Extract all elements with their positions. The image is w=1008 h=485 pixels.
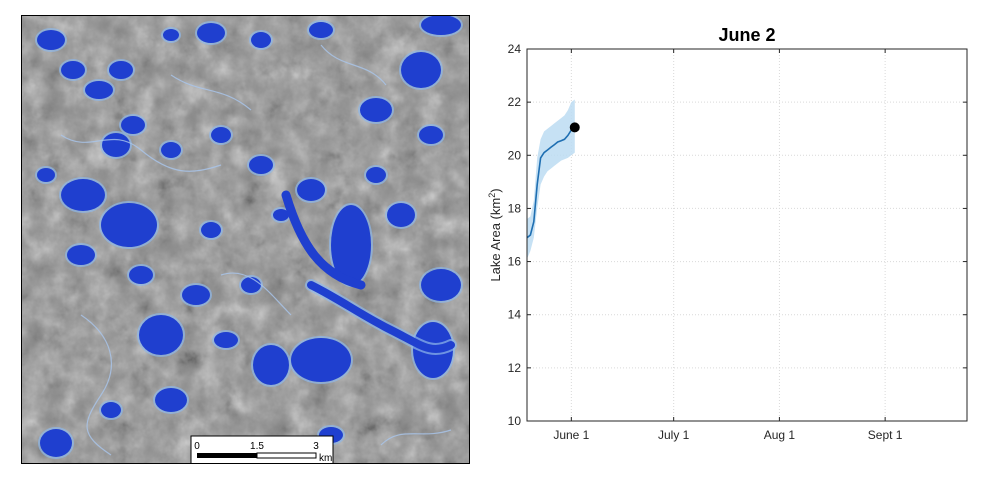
streams	[60, 44, 452, 456]
current-point	[569, 122, 580, 133]
current-point-marker	[569, 122, 580, 133]
scale-bar-white-segment	[256, 452, 317, 459]
uncertainty-band	[527, 99, 575, 259]
scale-unit: km	[319, 453, 332, 464]
plot-frame	[526, 48, 968, 422]
chart-svg: June 2 10 12 14 16 18 20 22 24 June 1 July 1 Aug …	[487, 25, 968, 442]
scale-bar-black-segment	[197, 453, 257, 458]
series-line	[526, 126, 576, 239]
y-tick-label: 24	[508, 42, 522, 56]
lake-area-chart: June 2 10 12 14 16 18 20 22 24 June 1 July 1 Aug …	[480, 0, 1000, 480]
chart-grid	[527, 48, 967, 422]
y-axis-ticks: 10 12 14 16 18 20 22 24	[508, 42, 967, 428]
y-tick-label: 10	[508, 414, 522, 428]
lake-area-line	[526, 126, 576, 239]
scale-tick-0: 0	[194, 441, 200, 452]
x-axis-ticks: June 1 July 1 Aug 1 Sept 1	[553, 49, 903, 442]
scale-tick-2: 3	[313, 441, 319, 452]
y-tick-label: 16	[508, 255, 522, 269]
lake-map-image: 0 1.5 3 km	[21, 13, 470, 465]
y-tick-label: 22	[508, 95, 522, 109]
y-tick-label: 20	[508, 148, 522, 162]
chart-title: June 2	[718, 25, 775, 45]
scale-tick-1: 1.5	[250, 441, 264, 452]
x-tick-label: Aug 1	[764, 428, 796, 442]
scale-bar: 0 1.5 3 km	[190, 435, 334, 465]
x-tick-label: Sept 1	[868, 428, 903, 442]
y-tick-label: 14	[508, 308, 522, 322]
x-tick-label: June 1	[553, 428, 589, 442]
y-tick-label: 12	[508, 361, 522, 375]
lakes	[35, 13, 463, 459]
confidence-band	[527, 99, 575, 259]
x-tick-label: July 1	[658, 428, 690, 442]
lake-map: 0 1.5 3 km	[21, 13, 470, 465]
map-frame	[21, 15, 470, 464]
y-tick-label: 18	[508, 201, 522, 215]
y-axis-label: Lake Area (km2)	[487, 188, 503, 281]
